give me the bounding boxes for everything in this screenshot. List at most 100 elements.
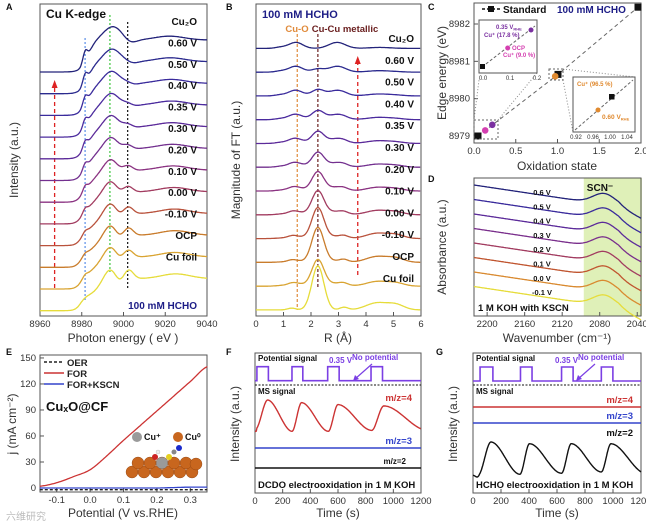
xanes-curve-0.30 V [40,136,207,182]
panel-letter: F [226,347,232,357]
potential-value-label: 0.35 V [555,356,579,365]
x-tick-label: 400 [302,496,318,507]
series-label: 0.6 V [533,188,551,197]
ir-curve-0.1 V [473,256,642,292]
x-tick-label: 1000 [383,496,404,507]
series-label: Cu₂O [388,34,414,45]
experiment-label: DCDO electrooxidation in 1 M KOH [258,480,415,491]
zoom-box-high [548,68,564,81]
panel-letter: G [436,347,443,357]
x-tick-label: 2080 [589,319,610,330]
no-potential-label: No potential [352,353,398,362]
x-tick-label: 800 [358,496,374,507]
y-tick-label: 0 [31,483,36,494]
ft-curve-0.20 V [256,170,421,192]
inset-2-060-point [595,107,601,113]
h-atom [155,449,161,455]
xanes-curve-0.00 V [40,203,208,247]
ms-signal-label: MS signal [476,387,513,396]
x-tick-label: 1 [281,319,286,330]
cu0-atom-icon [173,432,183,442]
ft-curve-Cu foil [256,265,421,311]
arrow-line [354,363,373,380]
series-label: 0.20 V [385,165,414,176]
ft-curve-0.30 V [256,151,421,168]
cu-plus-atom-icon [132,432,142,442]
series-label: 0.50 V [385,78,414,89]
x-tick-label: 1.0 [551,146,564,157]
inset-1-035-label: 0.35 VRHE [496,25,522,32]
sample-point-0.35 V [488,121,496,129]
y-tick-label: 8981 [449,56,470,67]
y-tick-label: 90 [25,405,36,416]
inset-2-tick-label: 1.00 [604,135,616,141]
x-tick-label: 0.0 [83,495,96,506]
standard-point [634,3,642,11]
x-tick-label: 9040 [196,319,217,330]
ft-curve-0.35 V [256,130,421,145]
curve-FOR [39,366,208,487]
x-tick-label: 200 [493,496,509,507]
ft-curve-0.50 V [256,88,421,97]
ir-curve-0.0 V [473,271,642,306]
cu-atom [189,457,203,471]
panel-title: Cu K-edge [46,7,106,21]
cu0-label: Cu⁰ [185,432,201,442]
x-tick-label: 1.5 [593,146,606,157]
cu-plus-label: Cu⁺ [144,432,161,442]
x-tick-label: 0.2 [150,495,163,506]
panel-f-frame [254,352,422,494]
inset-2-060-label: 0.60 VRHE [602,114,630,122]
arrow-head-icon [576,375,582,381]
inset-1-tick-label: 0.1 [506,76,515,82]
x-tick-label: 0.5 [509,146,522,157]
series-label: OCP [392,252,414,263]
x-tick-label: 8980 [71,319,92,330]
ms-curve-m/z=4 [255,399,422,433]
series-label: Cu foil [166,252,197,263]
xanes-curve--0.10 V [40,225,208,268]
panel-letter: B [226,2,233,12]
series-label: 0.3 V [533,231,551,240]
ft-curve--0.10 V [256,226,421,263]
y-axis-label: Intensity (a.u.) [446,386,460,462]
series-label: 0.60 V [385,56,414,67]
panel-letter: D [428,174,435,184]
x-tick-label: 200 [275,496,291,507]
ir-curve-0.6 V [473,184,642,219]
series-label: 0.5 V [533,202,551,211]
condition-label: 1 M KOH with KSCN [478,303,569,314]
series-label: 0.35 V [168,103,197,114]
catalyst-structure-icon [125,445,203,479]
x-tick-label: 2200 [477,319,498,330]
x-tick-label: 600 [330,496,346,507]
y-tick-label: 8979 [449,131,470,142]
inset-2-line [574,79,634,131]
x-tick-label: 0.3 [184,495,197,506]
condition-label: 100 mM HCHO [128,301,197,312]
x-tick-label: 4 [363,319,368,330]
catalyst-label: CuₓO@CF [46,399,108,414]
red-arrow-head-icon [51,80,58,88]
ms-series-label: m/z=2 [384,457,407,466]
cu-o-label: Cu-O [285,24,308,35]
series-label: 0.40 V [385,99,414,110]
legend-label: OER [67,358,88,369]
ir-curve--0.1 V [473,285,642,321]
ms-signal-label: MS signal [258,387,295,396]
inset-1-ocp-point [505,45,511,51]
ms-curve-m/z=2 [472,441,642,478]
x-tick-label: 8960 [29,319,50,330]
series-label: Cu₂O [171,17,197,28]
x-tick-label: 0 [252,496,257,507]
ir-curve-0.4 V [473,213,642,248]
xanes-curve-0.60 V [40,48,207,95]
sample-point-OCP [481,127,489,134]
inset-2-tick-label: 0.96 [587,135,599,141]
y-tick-label: 150 [20,353,36,364]
x-tick-label: 0 [253,319,258,330]
x-tick-label: -0.1 [49,495,65,506]
ir-curve-0.2 V [473,242,642,277]
xanes-curve-0.40 V [40,92,208,138]
watermark: 六维研究 [6,510,46,523]
